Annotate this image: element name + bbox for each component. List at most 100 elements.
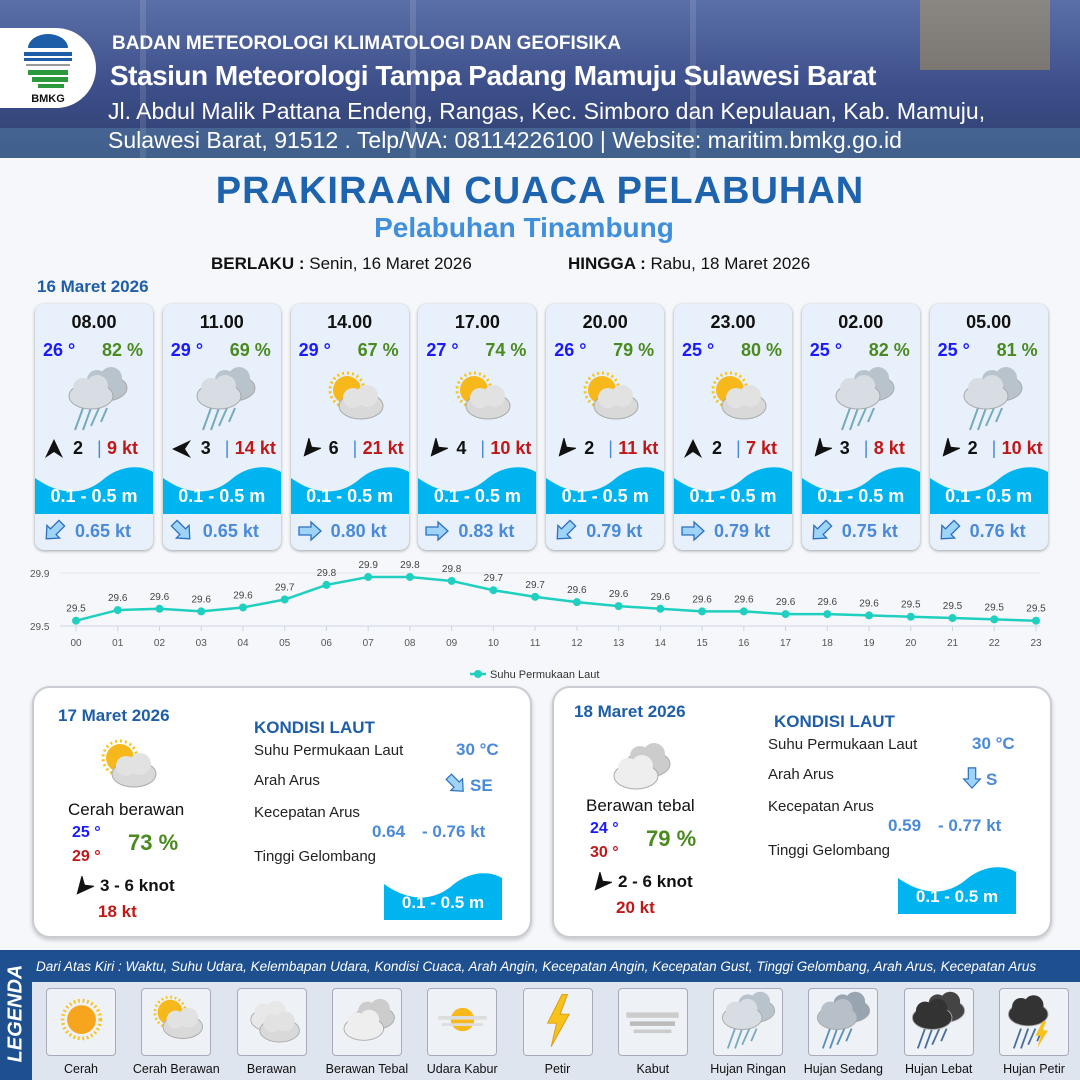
current-direction-value: S: [986, 770, 998, 789]
data-point[interactable]: [823, 610, 832, 619]
data-point[interactable]: [238, 603, 247, 612]
legend-item: Hujan Petir: [986, 988, 1080, 1078]
current-direction-icon: [297, 520, 322, 542]
wind-speed: 2: [584, 438, 595, 458]
temp-max: 29 °: [72, 848, 101, 865]
legend-label[interactable]: Suhu Permukaan Laut: [490, 669, 599, 681]
humidity: 82 %: [868, 340, 910, 360]
forecast-card: 17.00 27 ° 74 % 4 | 10 kt 0.1 - 0.5 m 0.83…: [418, 304, 537, 550]
forecast-card: 02.00 25 ° 82 % 3 | 8 kt 0.1 - 0.5 m 0.75 …: [801, 304, 920, 550]
sea-surface-temp-chart: 29.5 29.9 00 29.5 01 29.6 02 29.6 03 29.6 04 29.6 05…: [30, 560, 1046, 681]
x-tick-label: 03: [196, 638, 208, 649]
forecast-time: 14.00: [327, 312, 373, 332]
data-label: 29.8: [317, 568, 337, 579]
temp-max: 30 °: [590, 844, 619, 861]
gust-speed: 14 kt: [234, 438, 276, 458]
current-speed: 0.79 kt: [586, 521, 643, 541]
data-point[interactable]: [489, 586, 498, 595]
legend-marker: [474, 670, 482, 678]
berawan-tebal-icon: [343, 998, 396, 1041]
data-point[interactable]: [531, 592, 540, 601]
gust-speed: 18 kt: [98, 902, 137, 921]
header-banner: [0, 0, 1080, 158]
data-label: 29.8: [400, 560, 420, 571]
data-point[interactable]: [280, 595, 289, 604]
data-label: 29.6: [734, 594, 754, 605]
data-label: 29.6: [859, 598, 879, 609]
data-label: 29.8: [442, 564, 462, 575]
data-point[interactable]: [72, 616, 80, 625]
data-point[interactable]: [113, 606, 122, 615]
data-point[interactable]: [155, 604, 164, 613]
data-point[interactable]: [781, 610, 790, 619]
data-point[interactable]: [197, 607, 206, 616]
data-point[interactable]: [948, 614, 957, 623]
data-point[interactable]: [739, 607, 748, 616]
valid-from-value: Senin, 16 Maret 2026: [309, 254, 472, 273]
data-label: 29.6: [651, 592, 671, 603]
x-tick-label: 09: [446, 638, 458, 649]
gust-speed: 7 kt: [746, 438, 778, 458]
data-point[interactable]: [614, 602, 623, 611]
data-point[interactable]: [1032, 616, 1040, 625]
wave-height: 0.1 - 0.5 m: [945, 486, 1033, 506]
data-label: 29.6: [233, 590, 253, 601]
page-title: PRAKIRAAN CUACA PELABUHAN: [215, 170, 865, 212]
air-temperature: 25 °: [809, 340, 843, 360]
data-point[interactable]: [447, 576, 456, 585]
hujan-lebat-icon: [912, 991, 966, 1049]
data-point[interactable]: [698, 607, 707, 616]
sst-value: 30 °C: [456, 740, 499, 759]
hujan-ringan-icon: [196, 367, 256, 431]
legend-item-label: Hujan Ringan: [710, 1062, 786, 1076]
forecast-time: 08.00: [71, 312, 117, 332]
data-label: 29.6: [191, 594, 211, 605]
wind-speed: 3: [200, 438, 211, 458]
forecast-card: 23.00 25 ° 80 % 2 | 7 kt 0.1 - 0.5 m 0.79 …: [674, 304, 792, 550]
air-temperature: 26 °: [43, 340, 76, 360]
valid-to-label: HINGGA :: [568, 254, 646, 273]
data-label: 29.9: [358, 560, 378, 571]
humidity: 79 %: [613, 340, 655, 360]
data-point[interactable]: [656, 604, 665, 613]
current-direction-icon: [556, 519, 577, 540]
current-direction-icon: [445, 773, 464, 792]
legend-item: Kabut: [605, 988, 701, 1078]
wind-info: 2 | 7 kt: [680, 438, 790, 462]
data-point[interactable]: [364, 572, 373, 581]
forecast-time: 05.00: [966, 312, 1012, 332]
wave-height: 0.1 - 0.5 m: [306, 486, 394, 506]
current-speed: 0.65 kt: [75, 521, 132, 541]
current-direction-label: Arah Arus: [254, 772, 320, 789]
petir-icon: [546, 993, 570, 1047]
wind-direction-icon: [171, 440, 191, 458]
data-point[interactable]: [906, 612, 915, 621]
data-point[interactable]: [990, 615, 999, 624]
data-point[interactable]: [865, 611, 874, 620]
sst-label: Suhu Permukaan Laut: [768, 736, 918, 753]
station-name: Stasiun Meteorologi Tampa Padang Mamuju …: [110, 60, 876, 91]
wind-speed: 2: [967, 438, 978, 458]
data-point[interactable]: [322, 580, 331, 589]
current-speed: 0.76 kt: [969, 521, 1026, 541]
legend-item: Berawan Tebal: [319, 988, 415, 1078]
data-label: 29.6: [776, 597, 796, 608]
data-point[interactable]: [572, 598, 581, 607]
humidity: 67 %: [357, 340, 399, 360]
current-speed: 0.65 kt: [202, 521, 259, 541]
legend-item: Cerah Berawan: [128, 988, 224, 1078]
port-name: Pelabuhan Tinambung: [374, 212, 674, 243]
legend-item: Cerah: [33, 988, 129, 1078]
data-point[interactable]: [405, 572, 414, 581]
air-temperature: 27 °: [426, 340, 459, 360]
humidity: 82 %: [101, 340, 143, 360]
data-label: 29.7: [525, 580, 545, 591]
legend-item: Udara Kabur: [414, 988, 510, 1078]
cerah-icon: [60, 998, 102, 1041]
wind-direction-icon: [814, 436, 834, 457]
wind-direction-icon: [76, 874, 96, 895]
wave-graphic: [290, 467, 409, 514]
wave-height: 0.1 - 0.5 m: [433, 486, 521, 506]
agency-name: BADAN METEOROLOGI KLIMATOLOGI DAN GEOFIS…: [112, 33, 622, 54]
legend-item-label: Hujan Lebat: [904, 1062, 973, 1076]
